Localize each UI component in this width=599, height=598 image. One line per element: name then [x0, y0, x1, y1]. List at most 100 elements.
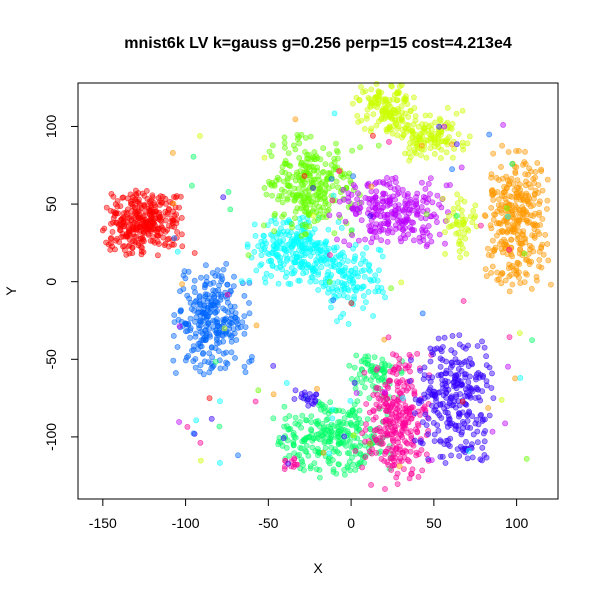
data-point — [351, 379, 358, 386]
data-point — [291, 455, 298, 462]
data-point — [192, 364, 199, 371]
data-point — [384, 211, 391, 218]
data-point — [337, 254, 344, 261]
points-layer — [99, 81, 554, 492]
data-point — [469, 454, 476, 461]
data-point — [349, 443, 356, 450]
data-point — [455, 366, 462, 372]
data-point — [474, 343, 481, 349]
data-point — [346, 170, 353, 177]
data-point — [336, 450, 342, 457]
data-point — [171, 224, 178, 230]
data-point — [444, 119, 451, 126]
data-point — [527, 184, 534, 191]
data-point — [453, 219, 460, 226]
data-point — [275, 196, 281, 203]
data-point — [228, 320, 234, 326]
data-point — [346, 242, 353, 248]
data-point — [465, 447, 472, 454]
data-point — [331, 230, 338, 237]
data-point — [384, 238, 391, 245]
data-point — [398, 220, 405, 227]
data-point — [466, 408, 472, 415]
data-point — [345, 190, 352, 197]
data-point — [348, 227, 355, 234]
data-point — [425, 127, 431, 134]
data-point — [253, 322, 260, 329]
data-point — [320, 195, 327, 201]
data-point — [451, 350, 458, 356]
data-point — [190, 153, 197, 160]
data-point — [362, 353, 369, 360]
data-point — [469, 413, 475, 419]
data-point — [291, 396, 298, 402]
data-point — [386, 180, 393, 187]
data-point — [393, 207, 399, 214]
data-point — [103, 204, 110, 211]
data-point — [244, 241, 251, 248]
data-point — [235, 452, 241, 459]
data-point — [133, 233, 140, 240]
data-point — [506, 273, 513, 280]
data-point — [143, 187, 150, 194]
data-point — [360, 256, 367, 263]
data-point — [446, 134, 452, 140]
data-point — [387, 377, 394, 384]
data-point — [363, 112, 370, 119]
data-point — [281, 134, 288, 141]
data-point — [215, 287, 222, 294]
data-point — [310, 435, 317, 442]
data-point — [407, 196, 414, 203]
data-point — [109, 243, 115, 250]
data-point — [284, 255, 291, 262]
data-point — [290, 440, 297, 447]
data-point — [220, 316, 226, 323]
data-point — [439, 400, 446, 407]
data-point — [373, 179, 380, 186]
data-point — [395, 202, 402, 208]
data-point — [253, 267, 260, 274]
data-point — [327, 425, 334, 432]
data-point — [99, 227, 106, 234]
data-point — [454, 377, 461, 384]
data-point — [391, 186, 398, 193]
data-point — [373, 233, 380, 240]
data-point — [520, 216, 527, 223]
data-point — [362, 88, 369, 94]
data-point — [410, 94, 417, 101]
data-point — [453, 391, 459, 398]
data-point — [540, 251, 547, 258]
data-point — [348, 300, 355, 307]
data-point — [282, 252, 289, 259]
data-point — [298, 445, 305, 452]
data-point — [355, 237, 362, 244]
data-point — [255, 243, 262, 249]
data-point — [230, 326, 237, 332]
data-point — [207, 280, 214, 287]
data-point — [315, 269, 322, 276]
data-point — [373, 449, 379, 456]
data-point — [409, 130, 416, 137]
data-point — [455, 131, 462, 137]
data-point — [191, 277, 198, 284]
data-point — [458, 164, 465, 171]
data-point — [179, 281, 185, 287]
data-point — [129, 203, 136, 210]
data-point — [384, 174, 390, 181]
data-point — [287, 281, 294, 287]
data-point — [330, 297, 337, 303]
data-point — [124, 206, 131, 213]
data-point — [336, 407, 342, 414]
data-point — [380, 204, 387, 211]
data-point — [285, 280, 292, 287]
data-point — [302, 188, 309, 195]
data-point — [136, 200, 143, 207]
data-point — [292, 387, 299, 394]
data-point — [414, 204, 421, 211]
data-point — [358, 268, 365, 274]
data-point — [376, 90, 382, 96]
data-point — [423, 154, 430, 161]
data-point — [349, 232, 355, 239]
data-point — [460, 298, 467, 304]
data-point — [283, 444, 290, 451]
